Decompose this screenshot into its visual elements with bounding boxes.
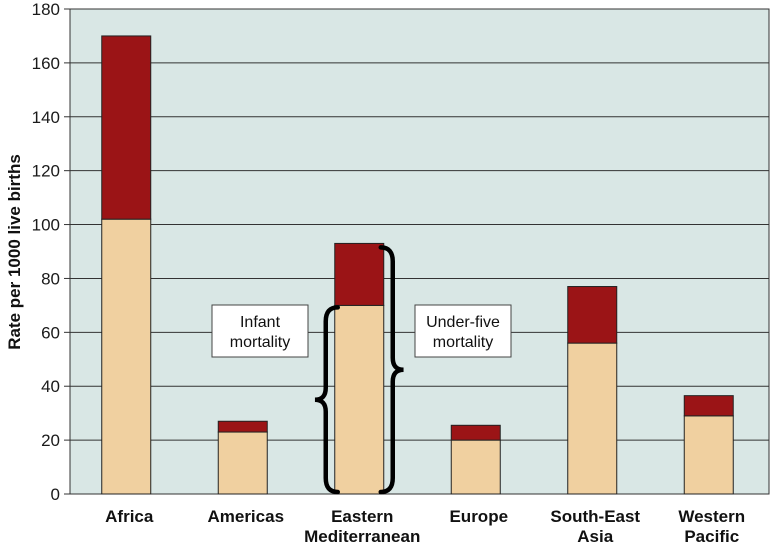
- x-category-label: Europe: [449, 507, 508, 526]
- bar-segment: [450, 424, 501, 441]
- x-category-label: Africa: [105, 507, 154, 526]
- bar-segment: [683, 395, 734, 417]
- y-tick-label: 60: [41, 323, 60, 342]
- bar-segment: [101, 35, 152, 220]
- x-category-label: Americas: [207, 507, 284, 526]
- braces: [314, 245, 404, 495]
- bar-segment: [217, 431, 268, 495]
- x-category-labels: Africa Americas Eastern Mediterranean Europe…: [105, 507, 745, 546]
- y-tick-label: 40: [41, 377, 60, 396]
- bars: [101, 35, 734, 495]
- curly-brace: [378, 245, 404, 495]
- x-category-label: Western Pacific: [678, 507, 745, 546]
- y-tick-label: 120: [32, 162, 60, 181]
- annotation-box: [414, 304, 512, 358]
- y-tick-labels: 0 20 40 60 80 100 120 140 160 180: [32, 0, 70, 504]
- y-tick-label: 180: [32, 0, 60, 19]
- bar-segment: [567, 286, 618, 344]
- y-tick-label: 0: [51, 485, 60, 504]
- y-axis-label: Rate per 1000 live births: [5, 154, 24, 350]
- bar-segment: [217, 420, 268, 433]
- annotation-box: [211, 304, 309, 358]
- y-tick-label: 80: [41, 269, 60, 288]
- y-tick-label: 140: [32, 108, 60, 127]
- y-tick-label: 20: [41, 431, 60, 450]
- x-category-label: Eastern Mediterranean: [304, 507, 420, 546]
- y-tick-label: 100: [32, 216, 60, 235]
- plot-area: [69, 8, 770, 495]
- bar-segment: [334, 242, 385, 306]
- bar-segment: [101, 218, 152, 495]
- bar-segment: [450, 439, 501, 495]
- curly-brace: [314, 305, 340, 495]
- bar-segment: [334, 304, 385, 495]
- bar-segment: [567, 342, 618, 495]
- bar-segment: [683, 415, 734, 495]
- annotation-label: Under-five mortality: [426, 314, 500, 351]
- y-tick-label: 160: [32, 54, 60, 73]
- annotations: Infant mortality Under-five mortality: [211, 304, 512, 358]
- annotation-label: Infant mortality: [230, 314, 290, 351]
- x-category-label: South-East Asia: [550, 507, 640, 546]
